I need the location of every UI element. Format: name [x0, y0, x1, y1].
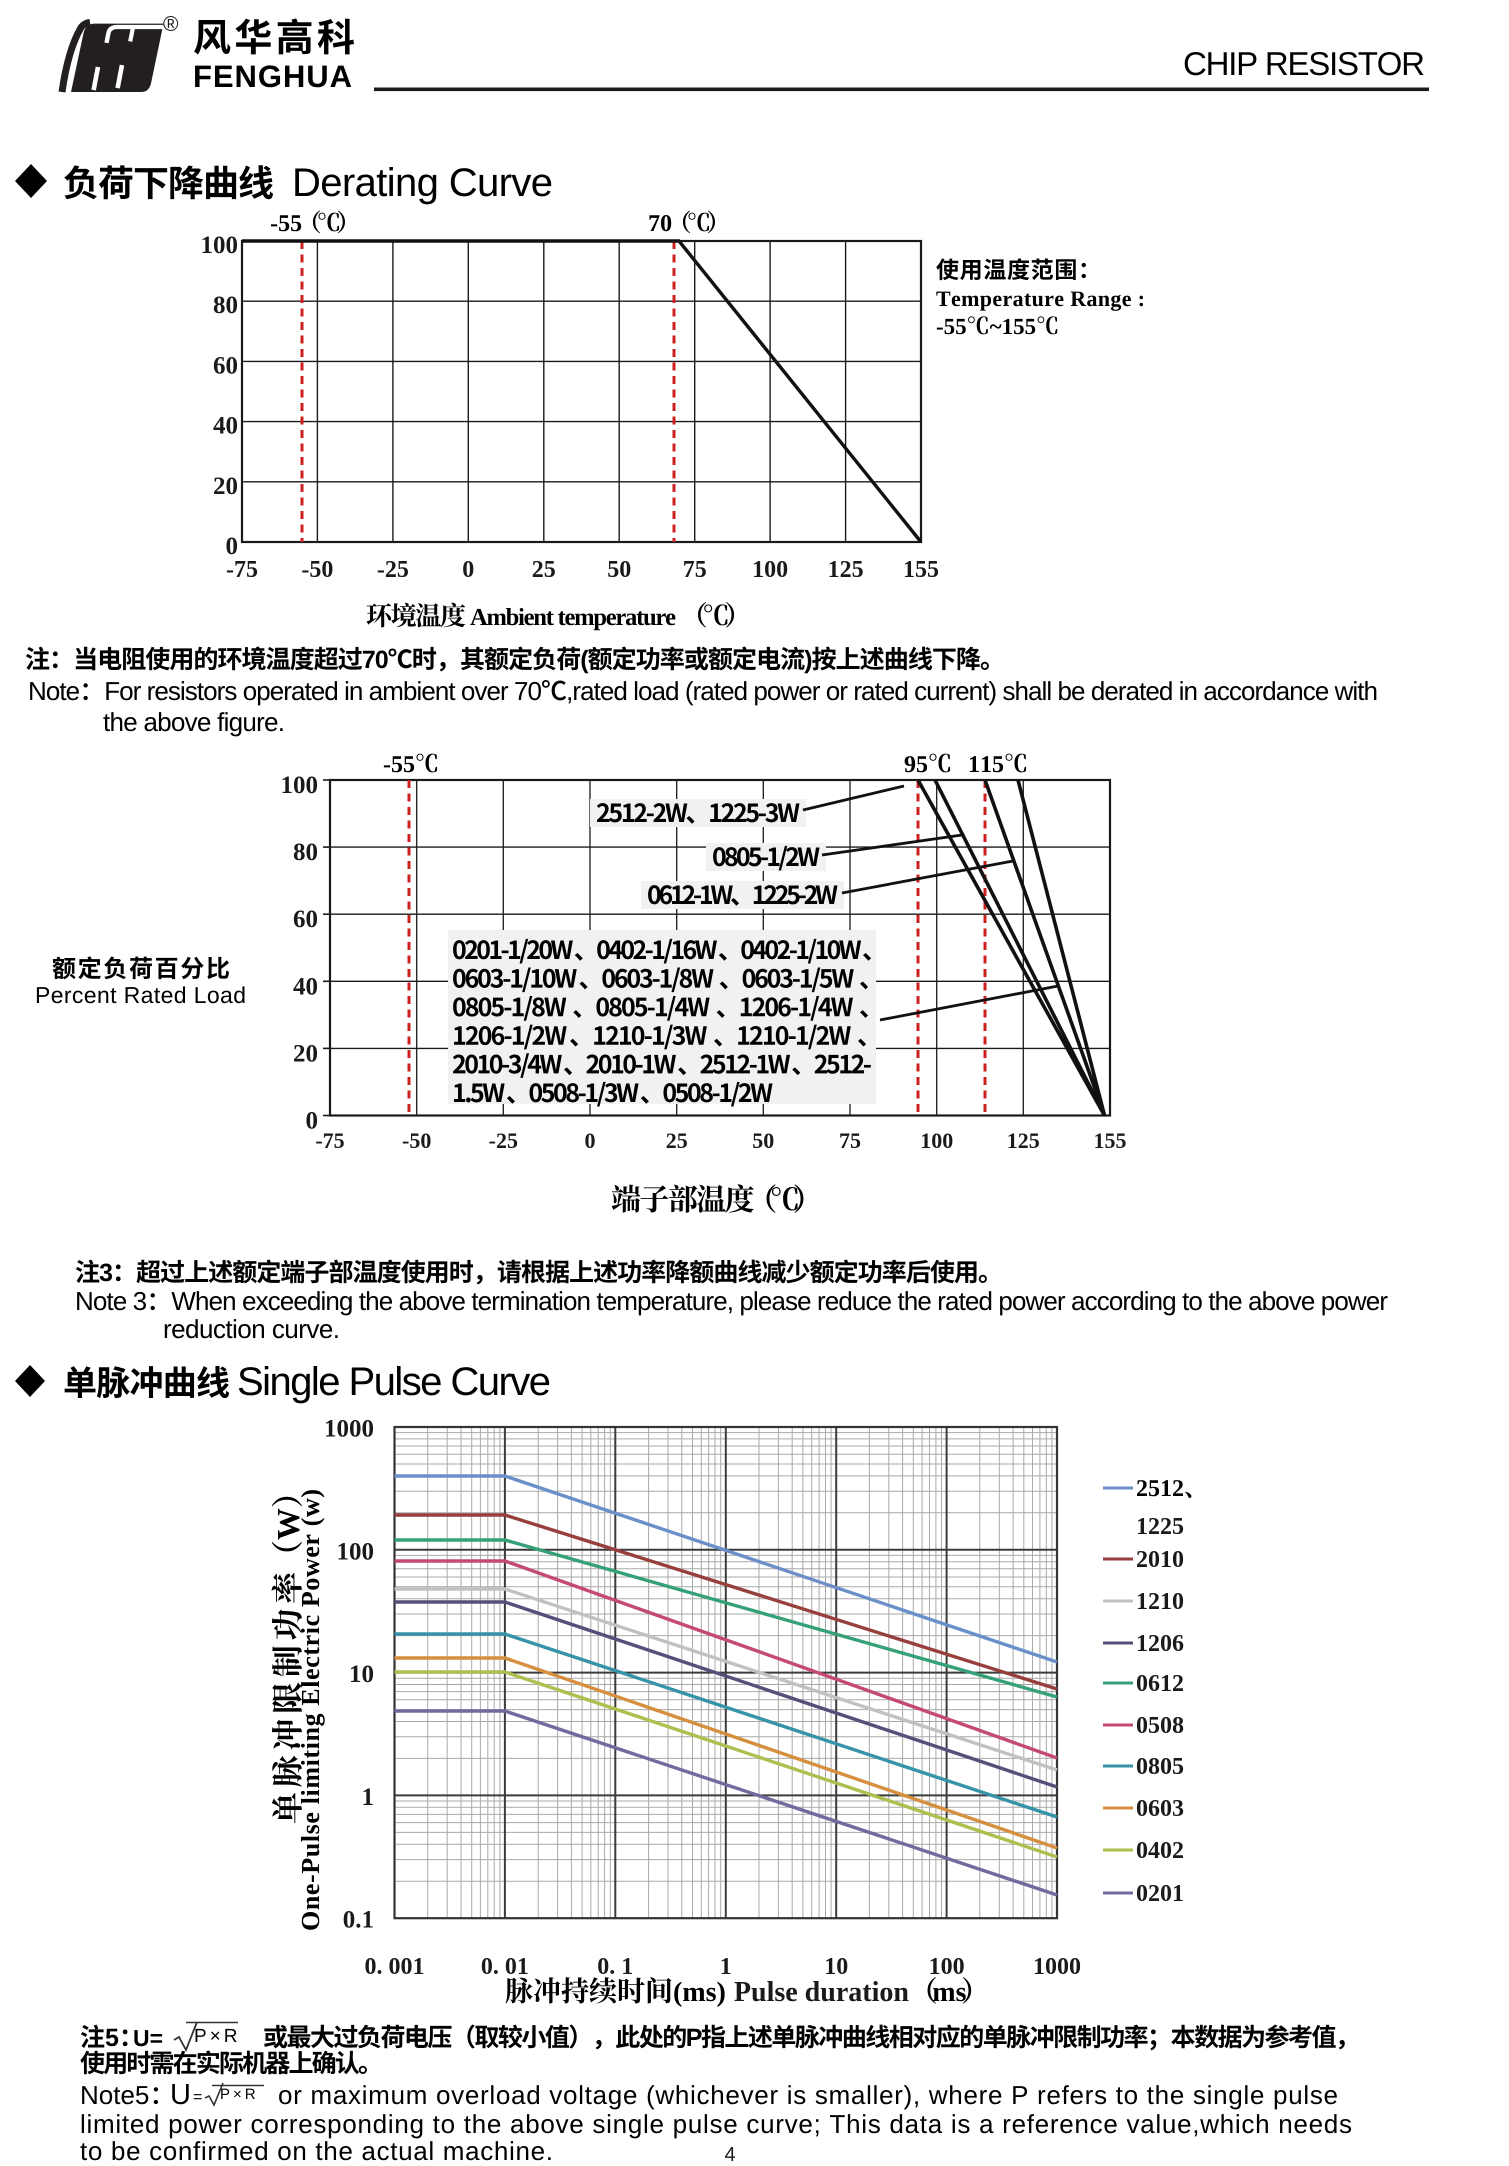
svg-text:-75: -75: [315, 1128, 344, 1153]
svg-text:1210: 1210: [1136, 1589, 1184, 1615]
svg-text:-50: -50: [301, 557, 333, 583]
svg-text:100: 100: [920, 1128, 953, 1153]
svg-text:20: 20: [213, 473, 238, 500]
svg-text:0: 0: [306, 1108, 319, 1135]
svg-text:0201: 0201: [1136, 1881, 1184, 1907]
svg-text:155: 155: [903, 557, 939, 583]
svg-text:125: 125: [828, 557, 864, 583]
svg-text:1: 1: [362, 1784, 375, 1811]
svg-text:0. 001: 0. 001: [365, 1954, 425, 1980]
svg-text:-25: -25: [489, 1128, 518, 1153]
svg-text:1: 1: [720, 1954, 732, 1980]
svg-text:1000: 1000: [324, 1416, 374, 1443]
svg-text:100: 100: [201, 232, 239, 259]
svg-text:0.1: 0.1: [343, 1907, 374, 1934]
svg-text:50: 50: [752, 1128, 774, 1153]
svg-text:®: ®: [163, 13, 179, 36]
svg-text:0603: 0603: [1136, 1796, 1184, 1822]
svg-text:0: 0: [585, 1128, 596, 1153]
svg-text:75: 75: [683, 557, 707, 583]
svg-text:40: 40: [293, 973, 318, 1000]
svg-text:0612: 0612: [1136, 1671, 1184, 1697]
svg-text:1000: 1000: [1033, 1954, 1081, 1980]
svg-text:20: 20: [293, 1040, 318, 1067]
svg-text:1206: 1206: [1136, 1631, 1184, 1657]
svg-text:100: 100: [281, 772, 319, 799]
svg-text:0508: 0508: [1136, 1713, 1184, 1739]
svg-text:0: 0: [462, 557, 474, 583]
svg-text:0. 1: 0. 1: [597, 1954, 633, 1980]
svg-text:10: 10: [349, 1661, 374, 1688]
svg-text:-50: -50: [402, 1128, 431, 1153]
svg-text:40: 40: [213, 413, 238, 440]
svg-text:0. 01: 0. 01: [481, 1954, 529, 1980]
svg-text:155: 155: [1094, 1128, 1127, 1153]
svg-text:100: 100: [337, 1538, 375, 1565]
svg-text:-75: -75: [226, 557, 258, 583]
svg-text:75: 75: [839, 1128, 861, 1153]
svg-text:10: 10: [824, 1954, 848, 1980]
svg-text:60: 60: [213, 352, 238, 379]
svg-text:0805: 0805: [1136, 1754, 1184, 1780]
svg-text:Pulse duration: Pulse duration: [734, 1977, 909, 2008]
svg-text:25: 25: [666, 1128, 688, 1153]
svg-text:100: 100: [929, 1954, 965, 1980]
svg-text:80: 80: [213, 292, 238, 319]
svg-text:100: 100: [752, 557, 788, 583]
svg-text:4: 4: [724, 2144, 735, 2161]
svg-text:60: 60: [293, 906, 318, 933]
svg-text:50: 50: [607, 557, 631, 583]
svg-text:1225: 1225: [1136, 1514, 1184, 1540]
svg-text:0: 0: [226, 533, 239, 560]
svg-text:-25: -25: [377, 557, 409, 583]
svg-text:25: 25: [532, 557, 556, 583]
svg-text:80: 80: [293, 839, 318, 866]
svg-text:2010: 2010: [1136, 1547, 1184, 1573]
svg-text:125: 125: [1007, 1128, 1040, 1153]
svg-text:0402: 0402: [1136, 1838, 1184, 1864]
